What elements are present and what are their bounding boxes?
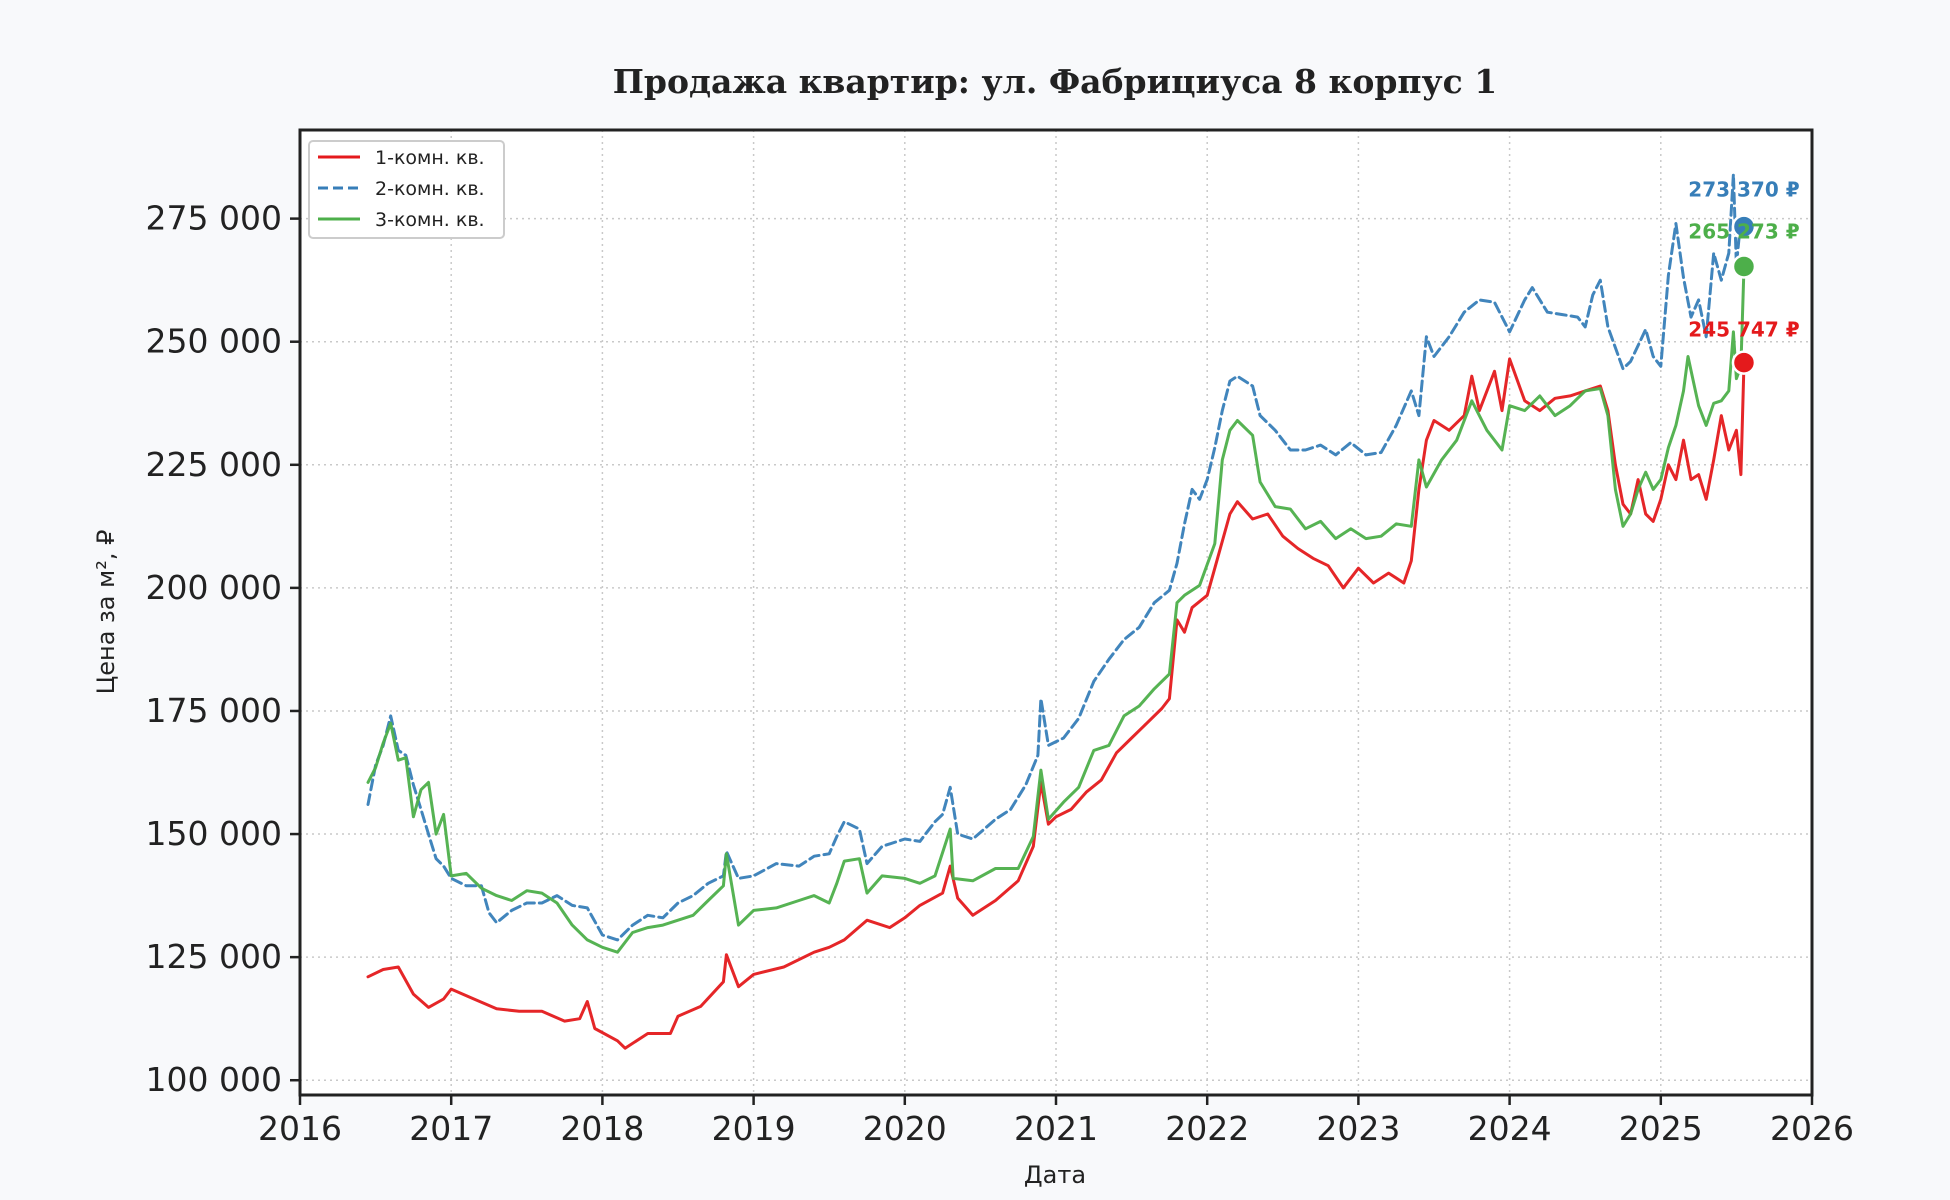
end-marker-2-room (1731, 214, 1757, 239)
y-tick-label-225000: 225 000 (146, 445, 282, 484)
y-tick-label-125000: 125 000 (146, 937, 282, 976)
x-axis: 2016 2017 2018 2019 2020 2021 2022 2023 2024 2025… (258, 1095, 1854, 1148)
series-line-3-room (366, 265, 1746, 954)
end-value-label-2-room: 273 370 ₽ (1688, 178, 1799, 202)
x-tick-label-2020: 2020 (863, 1109, 947, 1148)
x-tick-label-2023: 2023 (1316, 1109, 1400, 1148)
series-line-2-room (366, 172, 1746, 942)
end-marker-1-room (1731, 350, 1757, 375)
y-tick-label-150000: 150 000 (146, 814, 282, 853)
y-axis-label: Цена за м², ₽ (92, 530, 120, 695)
legend: 1-комн. кв. 2-комн. кв. 3-комн. кв. (308, 140, 505, 239)
x-tick-label-2017: 2017 (409, 1109, 493, 1148)
end-value-label-3-room: 265 273 ₽ (1688, 220, 1799, 244)
x-tick-label-2026: 2026 (1770, 1109, 1854, 1148)
x-tick-label-2018: 2018 (560, 1109, 644, 1148)
legend-box (308, 140, 505, 239)
end-marker-3-room (1731, 254, 1757, 279)
legend-label-3-room: 3-комн. кв. (375, 209, 485, 231)
series-line-1-room (366, 357, 1746, 1050)
x-tick-label-2021: 2021 (1014, 1109, 1098, 1148)
x-axis-label: Дата (1024, 1161, 1086, 1189)
x-tick-label-2025: 2025 (1619, 1109, 1703, 1148)
y-axis: 100 000 125 000 150 000 175 000 200 000 225 0… (146, 199, 300, 1099)
y-tick-label-200000: 200 000 (146, 568, 282, 607)
y-tick-label-275000: 275 000 (146, 199, 282, 238)
x-tick-label-2016: 2016 (258, 1109, 342, 1148)
legend-label-2-room: 2-комн. кв. (375, 178, 485, 200)
legend-items: 1-комн. кв. 2-комн. кв. 3-комн. кв. (318, 147, 485, 231)
chart-title: Продажа квартир: ул. Фабрициуса 8 корпус… (613, 62, 1497, 101)
x-tick-label-2024: 2024 (1468, 1109, 1552, 1148)
x-tick-label-2019: 2019 (712, 1109, 796, 1148)
series-layer (366, 172, 1746, 1050)
end-value-label-1-room: 245 747 ₽ (1688, 318, 1799, 342)
legend-label-1-room: 1-комн. кв. (375, 147, 485, 169)
y-tick-label-100000: 100 000 (146, 1060, 282, 1099)
grid-lines (299, 130, 1813, 1095)
end-markers: 245 747 ₽ 273 370 ₽ 265 273 ₽ (1688, 178, 1800, 375)
y-tick-label-250000: 250 000 (146, 322, 282, 361)
y-tick-label-175000: 175 000 (146, 691, 282, 730)
x-tick-label-2022: 2022 (1165, 1109, 1249, 1148)
